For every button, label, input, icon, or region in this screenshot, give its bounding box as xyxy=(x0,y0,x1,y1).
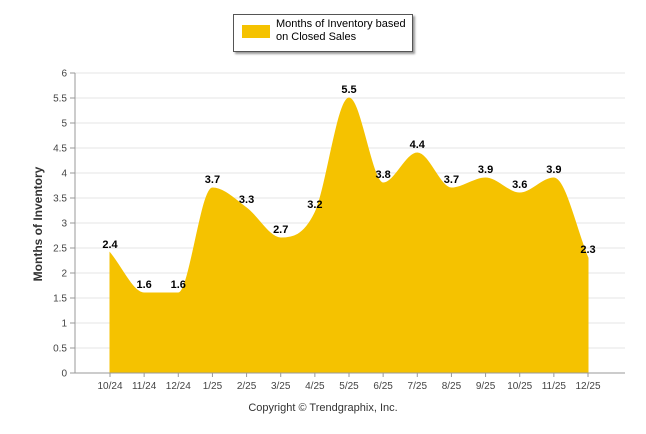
y-tick-label: 2.5 xyxy=(53,244,67,255)
y-axis-title: Months of Inventory xyxy=(31,166,45,281)
x-axis-ticks: 10/24 11/24 12/24 1/25 2/25 3/25 4/25 5/25 6/25 7… xyxy=(75,372,625,392)
data-label: 3.7 xyxy=(444,174,459,186)
y-tick-label: 1.5 xyxy=(53,294,67,305)
x-tick-label: 11/24 xyxy=(132,381,157,392)
data-label: 2.7 xyxy=(273,224,288,236)
x-tick-label: 3/25 xyxy=(271,381,291,392)
data-label: 1.6 xyxy=(136,279,151,291)
y-tick-label: 5 xyxy=(61,119,67,130)
x-tick-label: 4/25 xyxy=(305,381,325,392)
x-tick-label: 11/25 xyxy=(542,381,567,392)
data-label: 3.3 xyxy=(239,194,254,206)
area-series xyxy=(109,97,589,374)
y-tick-label: 2 xyxy=(61,269,67,280)
y-tick-label: 0.5 xyxy=(53,344,67,355)
x-tick-label: 9/25 xyxy=(476,381,496,392)
y-tick-label: 3 xyxy=(61,219,67,230)
area-fill xyxy=(109,97,589,374)
x-tick-label: 6/25 xyxy=(373,381,393,392)
y-tick-label: 6 xyxy=(61,69,67,80)
x-tick-label: 12/24 xyxy=(166,381,191,392)
legend-swatch xyxy=(242,25,270,38)
y-tick-label: 3.5 xyxy=(53,194,67,205)
x-tick-label: 5/25 xyxy=(339,381,359,392)
data-label: 5.5 xyxy=(341,84,356,96)
data-label: 1.6 xyxy=(171,279,186,291)
x-tick-label: 8/25 xyxy=(442,381,462,392)
data-label: 2.3 xyxy=(580,244,595,256)
data-label: 4.4 xyxy=(410,139,426,151)
y-tick-label: 4.5 xyxy=(53,144,67,155)
data-label: 3.2 xyxy=(307,199,322,211)
x-tick-label: 1/25 xyxy=(203,381,223,392)
data-label: 3.7 xyxy=(205,174,220,186)
data-label: 3.9 xyxy=(546,164,561,176)
x-tick-label: 12/25 xyxy=(575,381,600,392)
data-label: 3.8 xyxy=(375,169,390,181)
data-labels: 2.4 1.6 1.6 3.7 3.3 2.7 3.2 5.5 3.8 4.4 3.7 3.9 3.6 3… xyxy=(102,84,595,291)
x-tick-label: 7/25 xyxy=(408,381,428,392)
y-tick-label: 1 xyxy=(61,319,67,330)
x-tick-label: 10/25 xyxy=(507,381,532,392)
copyright-footer: Copyright © Trendgraphix, Inc. xyxy=(248,402,398,414)
x-tick-label: 10/24 xyxy=(97,381,122,392)
legend-label: Months of Inventory based on Closed Sale… xyxy=(276,18,406,43)
y-tick-label: 0 xyxy=(61,369,67,380)
y-tick-label: 4 xyxy=(61,169,67,180)
x-tick-label: 2/25 xyxy=(237,381,257,392)
data-label: 3.6 xyxy=(512,179,527,191)
y-tick-label: 5.5 xyxy=(53,94,67,105)
y-axis-ticks: 0 0.5 1 1.5 2 2.5 3 3.5 4 4.5 5 5.5 6 xyxy=(53,69,76,380)
data-label: 2.4 xyxy=(102,239,118,251)
legend: Months of Inventory based on Closed Sale… xyxy=(233,14,413,52)
data-label: 3.9 xyxy=(478,164,493,176)
